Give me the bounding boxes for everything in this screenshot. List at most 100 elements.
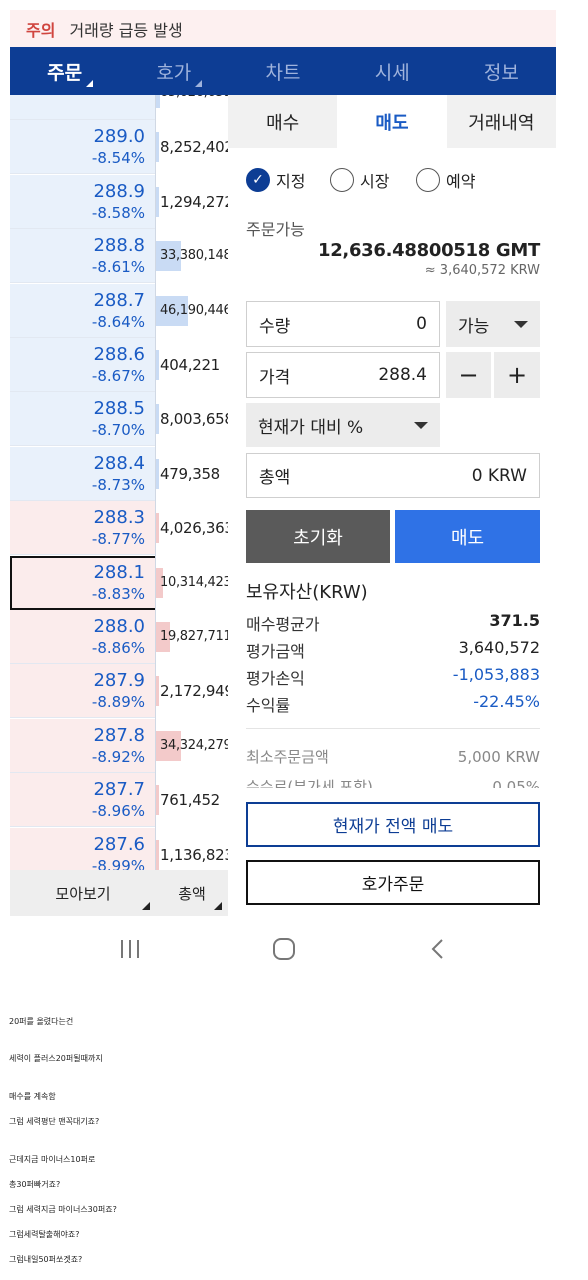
volume-bar [156,132,159,163]
volume-cell: 65,026,659 [156,95,228,120]
note-line: 그럼 세력지금 마이너스30퍼죠? [9,1205,117,1214]
tab-nav-4[interactable]: 정보 [447,47,556,95]
pnl-value: -1,053,883 [452,665,540,684]
row-change-pct: -8.83% [91,584,145,603]
corner-indicator-icon [195,80,203,87]
price-cell: 288.4 -8.73% [10,447,155,501]
orderbook-row[interactable]: 288.9 -8.58% 1,294,272 [10,174,228,229]
radio-circle-icon [330,168,354,192]
price-cell: 288.0 -8.86% [10,610,155,664]
grouping-label: 모아보기 [55,884,111,903]
tab-history[interactable]: 거래내역 [446,95,556,148]
orderbook-row[interactable]: 287.7 -8.96% 761,452 [10,773,228,828]
price-plus-button[interactable]: + [494,352,540,398]
quantity-mode-dropdown[interactable]: 가능 [446,301,540,347]
tab-nav-0[interactable]: 주문 [10,47,119,95]
radio-reserve[interactable]: 예약 [416,168,475,192]
corner-indicator-icon [142,902,150,910]
note-line: 매수를 계속함 [9,1092,56,1101]
price-cell: 287.8 -8.92% [10,719,155,773]
radio-reserve-label: 예약 [446,172,476,191]
orderbook-row[interactable]: 288.6 -8.67% 404,221 [10,338,228,392]
volume-cell: 34,324,279 [156,718,228,773]
row-change-pct: -8.77% [91,530,145,549]
tab-nav-1[interactable]: 호가 [119,47,228,95]
price-minus-button[interactable]: − [446,352,491,398]
radio-market[interactable]: 시장 [330,168,389,192]
warning-banner: 주의 거래량 급등 발생 [10,10,556,47]
orderbook-row[interactable]: 287.8 -8.92% 34,324,279 [10,718,228,773]
sell-all-button[interactable]: 현재가 전액 매도 [246,802,540,847]
volume-bar [156,513,159,544]
total-toggle-button[interactable]: 총액 [156,870,228,916]
orderbook-row[interactable]: -8.51%65,026,659 [10,95,228,120]
price-cell: 288.8 -8.61% [10,229,155,283]
volume-bar [156,567,164,598]
pnl-label: 평가손익 [246,669,305,688]
volume-bar [156,730,182,761]
row-price: 288.8 [93,235,145,257]
radio-limit-label: 지정 [276,172,306,191]
tab-nav-3[interactable]: 시세 [338,47,447,95]
radio-market-label: 시장 [360,172,390,191]
tab-sell[interactable]: 매도 [337,95,447,148]
orderbook-row[interactable]: 288.5 -8.70% 8,003,658 [10,392,228,447]
volume-bar [156,676,159,707]
sell-button[interactable]: 매도 [395,510,540,563]
orderbook-row[interactable]: 288.4 -8.73% 479,358 [10,446,228,501]
total-field[interactable]: 총액 0 KRW [246,453,540,498]
volume-bar [156,350,159,380]
min-order-label: 최소주문금액 [246,748,329,766]
orderbook-row[interactable]: 287.9 -8.89% 2,172,949 [10,664,228,719]
recent-apps-icon[interactable] [118,934,142,964]
quantity-field[interactable]: 수량 0 [246,301,440,347]
return-label: 수익률 [246,696,291,715]
row-volume: 33,380,148 [160,248,228,264]
price-cell: 288.5 -8.70% [10,392,155,446]
price-cell: -8.51% [10,95,155,120]
total-label: 총액 [259,468,291,488]
radio-limit[interactable]: ✓ 지정 [246,168,305,192]
tab-nav-label: 호가 [156,61,192,84]
price-field[interactable]: 가격 288.4 [246,352,440,398]
orderbook-row[interactable]: 288.1 -8.83% 10,314,423 [10,555,228,610]
quote-order-button[interactable]: 호가주문 [246,860,540,905]
row-price: 288.6 [93,344,145,365]
orderbook-row[interactable]: 288.0 -8.86% 19,827,711 [10,610,228,664]
home-icon[interactable] [271,934,297,964]
percent-select[interactable]: 현재가 대비 % [246,403,440,447]
order-subtabs: 매수 매도 거래내역 [228,95,556,148]
row-volume: 2,172,949 [160,682,228,701]
total-toggle-label: 총액 [178,884,206,903]
row-volume: 761,452 [160,791,220,810]
volume-cell: 33,380,148 [156,229,228,284]
back-icon[interactable] [428,934,448,964]
grouping-button[interactable]: 모아보기 [10,870,156,916]
volume-bar [156,458,159,489]
note-line: 20퍼를 올렸다는건 [9,1017,74,1026]
tab-buy[interactable]: 매수 [228,95,338,148]
quantity-value: 0 [416,314,427,334]
fee-value: 0.05% [492,778,540,788]
tab-nav-label: 정보 [483,61,519,84]
orderbook: -8.51%65,026,659289.0-8.54%8,252,402288.… [10,95,228,870]
warning-message: 거래량 급등 발생 [69,20,183,40]
avg-price-row: 매수평균가 371.5 [246,611,540,635]
fee-label: 수수료(부가세 포함) [246,778,373,788]
min-order-value: 5,000 KRW [457,748,540,766]
orderbook-row[interactable]: 288.7 -8.64% 46,190,446 [10,283,228,338]
row-price: 288.7 [93,289,145,311]
orderbook-row[interactable]: 289.0 -8.54% 8,252,402 [10,120,228,175]
orderbook-divider [155,95,156,870]
volume-cell: 2,172,949 [156,664,228,719]
orderbook-row[interactable]: 288.8 -8.61% 33,380,148 [10,229,228,284]
row-price: 288.0 [93,616,145,637]
row-price: 288.5 [93,398,145,420]
eval-label: 평가금액 [246,642,305,661]
orderbook-row[interactable]: 287.6 -8.99% 1,136,823 [10,827,228,870]
price-value: 288.4 [378,365,427,385]
tab-nav-2[interactable]: 차트 [228,47,337,95]
orderbook-row[interactable]: 288.3 -8.77% 4,026,363 [10,501,228,556]
reset-button[interactable]: 초기화 [246,510,390,563]
total-value: 0 KRW [471,465,527,486]
